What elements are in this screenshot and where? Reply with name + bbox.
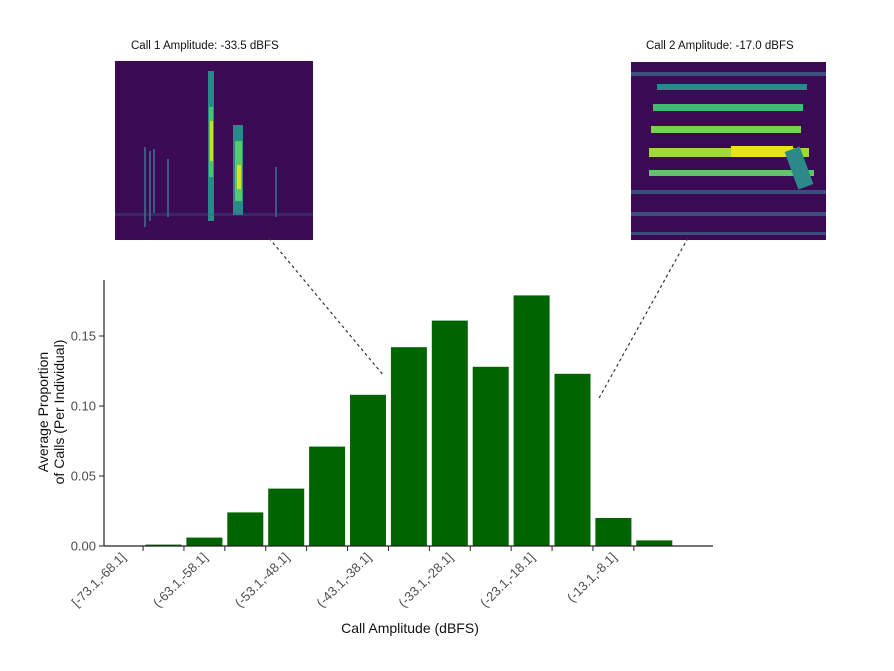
bar-4 xyxy=(268,488,305,546)
bar-8 xyxy=(431,320,468,546)
bar-7 xyxy=(390,347,427,546)
right-inset-title: Call 2 Amplitude: -17.0 dBFS xyxy=(646,40,794,52)
x-tick-label: (-23.1,-18.1] xyxy=(477,550,538,611)
bar-12 xyxy=(595,518,632,546)
y-axis-title-line-2: of Calls (Per Individual) xyxy=(51,340,67,485)
bar-11 xyxy=(554,373,591,546)
x-axis-title: Call Amplitude (dBFS) xyxy=(341,620,479,636)
x-tick-label: (-33.1,-28.1] xyxy=(395,550,456,611)
left-leader-line xyxy=(268,237,385,377)
y-tick-label: 0.10 xyxy=(71,399,96,414)
right-leader-line xyxy=(597,237,689,401)
y-tick-label: 0.00 xyxy=(71,539,96,554)
y-tick-label: 0.15 xyxy=(71,329,96,344)
y-axis-title-line-1: Average Proportion xyxy=(35,352,51,472)
x-tick-label: (-43.1,-38.1] xyxy=(313,550,374,611)
left-inset-title: Call 1 Amplitude: -33.5 dBFS xyxy=(131,40,279,52)
bar-5 xyxy=(309,446,346,546)
x-tick-label: (-63.1,-58.1] xyxy=(150,550,211,611)
left-spectrogram-image xyxy=(115,61,313,240)
x-tick-label: (-53.1,-48.1] xyxy=(232,550,293,611)
bar-6 xyxy=(350,394,386,546)
bar-9 xyxy=(472,366,509,546)
bar-3 xyxy=(227,512,264,546)
bar-1 xyxy=(145,544,182,546)
bar-10 xyxy=(513,295,550,546)
y-tick-label: 0.05 xyxy=(71,469,96,484)
bar-2 xyxy=(186,537,223,546)
bar-13 xyxy=(636,540,673,546)
x-tick-label: [-73.1,-68.1] xyxy=(69,550,129,610)
right-spectrogram-image xyxy=(631,62,826,240)
x-tick-label: (-13.1,-8.1] xyxy=(564,550,620,606)
